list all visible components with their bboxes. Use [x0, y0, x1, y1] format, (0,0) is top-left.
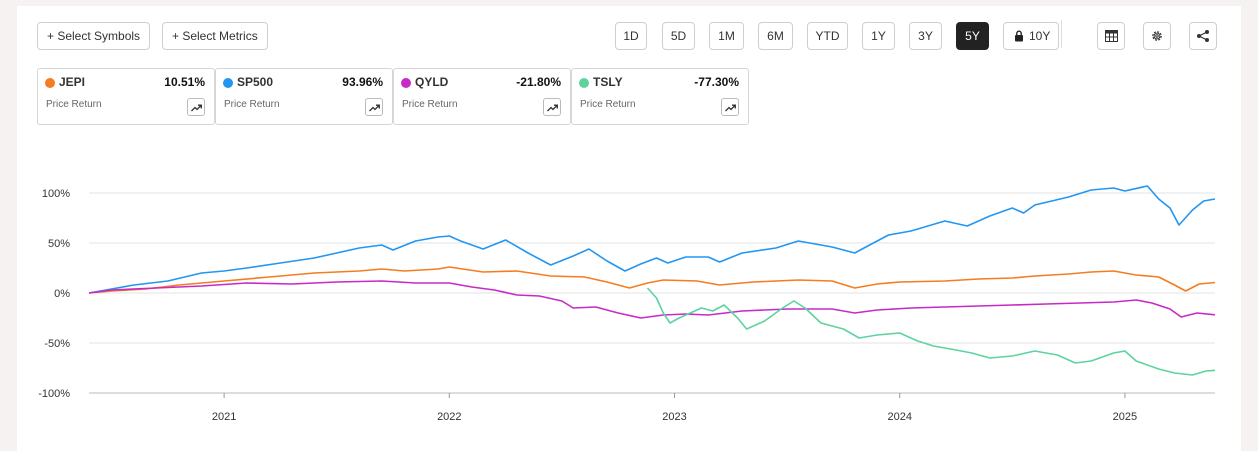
y-tick-label: -50% [44, 338, 70, 350]
trend-arrow-icon [190, 104, 202, 111]
card-symbol: SP500 [237, 75, 274, 89]
series-color-dot [401, 78, 411, 88]
trend-chart-button[interactable] [365, 98, 383, 116]
range-1y-button[interactable]: 1Y [862, 22, 895, 50]
x-tick-label: 2021 [212, 411, 236, 423]
series-line-jepi[interactable] [88, 266, 1216, 294]
share-button[interactable] [1189, 22, 1217, 50]
range-ytd-button[interactable]: YTD [807, 22, 848, 50]
symbol-card-sp500[interactable]: SP500 93.96% Price Return [215, 68, 393, 125]
range-6m-button[interactable]: 6M [758, 22, 793, 50]
range-1d-button[interactable]: 1D [615, 22, 647, 50]
series-color-dot [223, 78, 233, 88]
x-tick-label: 2024 [887, 411, 911, 423]
card-metric-label: Price Return [46, 99, 102, 110]
select-symbols-button[interactable]: + Select Symbols [37, 22, 151, 50]
range-10y-button[interactable]: 10Y [1003, 22, 1059, 50]
range-3y-button[interactable]: 3Y [909, 22, 942, 50]
series-color-dot [45, 78, 55, 88]
trend-arrow-icon [546, 104, 558, 111]
symbol-card-jepi[interactable]: JEPI 10.51% Price Return [37, 68, 215, 125]
x-tick-label: 2025 [1113, 411, 1137, 423]
series-line-qyld[interactable] [88, 280, 1216, 319]
x-tick-label: 2022 [437, 411, 461, 423]
share-icon [1197, 30, 1209, 42]
settings-gear-icon [1152, 31, 1162, 41]
series-line-sp500[interactable] [88, 185, 1216, 294]
select-metrics-button[interactable]: + Select Metrics [162, 22, 268, 50]
card-return-value: 10.51% [164, 75, 205, 89]
trend-chart-button[interactable] [721, 98, 739, 116]
settings-button[interactable] [1143, 22, 1171, 50]
trend-arrow-icon [724, 104, 736, 111]
y-tick-label: -100% [38, 388, 70, 400]
symbol-card-qyld[interactable]: QYLD -21.80% Price Return [393, 68, 571, 125]
card-return-value: -21.80% [516, 75, 561, 89]
card-symbol: QYLD [415, 75, 449, 89]
range-1m-button[interactable]: 1M [709, 22, 744, 50]
symbol-card-tsly[interactable]: TSLY -77.30% Price Return [571, 68, 749, 125]
range-5y-button[interactable]: 5Y [956, 22, 989, 50]
series-color-dot [579, 78, 589, 88]
trend-chart-button[interactable] [543, 98, 561, 116]
range-5d-button[interactable]: 5D [662, 22, 695, 50]
y-tick-label: 50% [48, 238, 70, 250]
card-return-value: 93.96% [342, 75, 383, 89]
card-metric-label: Price Return [224, 99, 280, 110]
trend-chart-button[interactable] [187, 98, 205, 116]
card-metric-label: Price Return [402, 99, 458, 110]
table-icon [1104, 30, 1118, 42]
card-metric-label: Price Return [580, 99, 636, 110]
table-view-button[interactable] [1097, 22, 1125, 50]
card-symbol: TSLY [593, 75, 623, 89]
trend-arrow-icon [368, 104, 380, 111]
range-10y-label: 10Y [1029, 29, 1051, 43]
y-tick-label: 0% [54, 288, 70, 300]
x-tick-label: 2023 [662, 411, 686, 423]
y-tick-label: 100% [42, 188, 70, 200]
lock-icon [1015, 30, 1023, 42]
series-line-tsly[interactable] [646, 287, 1216, 376]
card-symbol: JEPI [59, 75, 86, 89]
card-return-value: -77.30% [694, 75, 739, 89]
toolbar-divider [1061, 20, 1062, 48]
